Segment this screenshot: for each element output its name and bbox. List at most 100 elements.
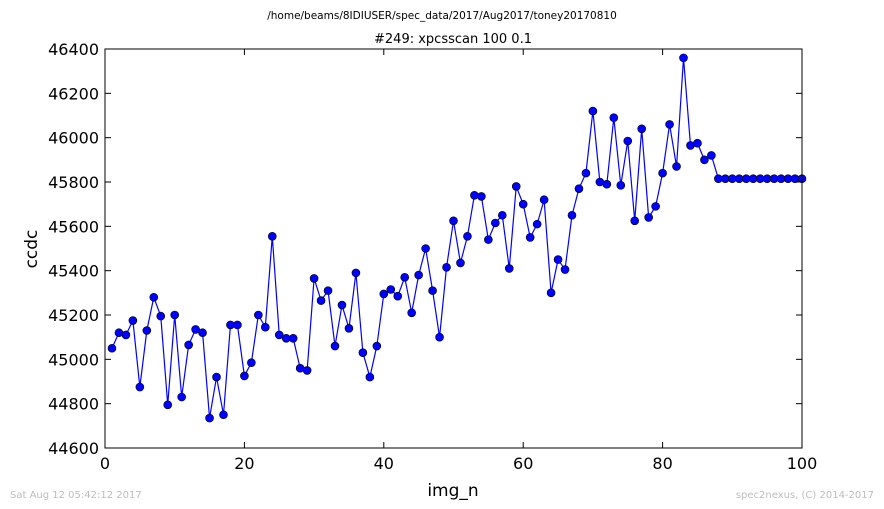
data-point (651, 202, 660, 211)
data-point (156, 311, 166, 321)
data-point (337, 300, 347, 310)
data-point (107, 343, 117, 353)
data-point (240, 371, 249, 381)
y-tick-label: 46000 (48, 129, 99, 148)
data-point (700, 155, 709, 165)
data-point (574, 184, 584, 193)
data-point (470, 191, 479, 200)
y-tick-label: 46200 (48, 84, 99, 103)
data-point (372, 341, 382, 351)
data-point (233, 320, 242, 330)
data-point (456, 258, 465, 268)
data-point (407, 308, 416, 318)
data-point (539, 195, 549, 205)
y-axis: 44600 44800 45000 45200 45400 45600 45800 46000… (48, 40, 802, 458)
data-point (386, 285, 396, 294)
y-tick-label: 44600 (48, 439, 99, 458)
chart-title: #249: xpcsscan 100 0.1 (374, 32, 532, 47)
data-point (163, 400, 173, 410)
data-point (623, 136, 633, 146)
data-point (630, 216, 640, 226)
data-point (205, 413, 214, 423)
data-point (644, 213, 653, 222)
y-tick-label: 45200 (48, 306, 99, 325)
data-point (261, 322, 270, 332)
data-point (198, 328, 207, 338)
data-point (511, 182, 521, 191)
x-tick-label: 60 (513, 454, 533, 473)
data-point (212, 372, 221, 382)
data-point (142, 326, 152, 335)
data-point (400, 273, 410, 282)
data-point (707, 151, 716, 160)
data-point (379, 289, 389, 299)
data-point (553, 255, 563, 264)
data-point (177, 392, 186, 402)
data-point (504, 264, 514, 273)
y-tick-label: 46400 (48, 40, 99, 59)
data-point (616, 181, 626, 190)
series-line (111, 57, 802, 419)
data-point (414, 270, 423, 280)
data-point (170, 310, 179, 320)
data-point (288, 333, 298, 343)
data-point (463, 232, 472, 241)
data-point (358, 348, 368, 357)
x-tick-label: 0 (100, 454, 110, 473)
data-point (442, 263, 451, 272)
data-point (121, 330, 131, 340)
x-tick-label: 100 (787, 454, 818, 473)
data-point (302, 366, 312, 375)
data-point (477, 192, 486, 201)
data-point (351, 268, 361, 278)
y-tick-label: 44800 (48, 395, 99, 414)
data-point (135, 382, 145, 392)
data-point (247, 358, 256, 367)
data-point (532, 219, 542, 229)
y-tick-label: 45400 (48, 262, 99, 281)
data-point (546, 288, 556, 298)
footer-timestamp: Sat Aug 12 05:42:12 2017 (10, 490, 142, 501)
data-point (581, 168, 591, 178)
data-point (658, 168, 667, 178)
x-tick-label: 80 (652, 454, 672, 473)
footer-credit: spec2nexus, (C) 2014-2017 (736, 490, 874, 501)
data-point (679, 53, 688, 63)
data-point (316, 296, 326, 305)
data-point (428, 286, 437, 295)
data-point (184, 340, 193, 350)
data-point (219, 410, 228, 420)
data-point (665, 120, 674, 129)
x-tick-label: 40 (374, 454, 394, 473)
data-point (330, 341, 340, 351)
data-point (693, 138, 702, 148)
data-point (309, 274, 319, 283)
data-point (149, 292, 159, 302)
data-point (274, 330, 284, 340)
data-point (254, 310, 263, 320)
data-point (491, 218, 500, 228)
data-point (602, 179, 612, 189)
plot-frame (104, 48, 803, 449)
data-point (518, 199, 528, 209)
data-point (484, 235, 493, 244)
x-axis: 0 20 40 60 80 100 (100, 49, 817, 473)
data-point (609, 113, 619, 123)
y-tick-label: 45600 (48, 217, 99, 236)
data-point (637, 124, 646, 134)
x-tick-label: 20 (234, 454, 254, 473)
data-point (672, 162, 681, 171)
data-point (560, 265, 570, 274)
data-point (525, 233, 535, 242)
data-point (128, 316, 138, 325)
y-tick-label: 45000 (48, 350, 99, 369)
data-point (191, 325, 200, 334)
file-path-title: /home/beams/8IDIUSER/spec_data/2017/Aug2… (267, 10, 617, 22)
data-point (421, 244, 430, 253)
data-point (497, 210, 507, 220)
data-point (588, 106, 598, 116)
data-point (344, 323, 354, 333)
data-point (393, 291, 403, 301)
data-point (323, 286, 333, 295)
